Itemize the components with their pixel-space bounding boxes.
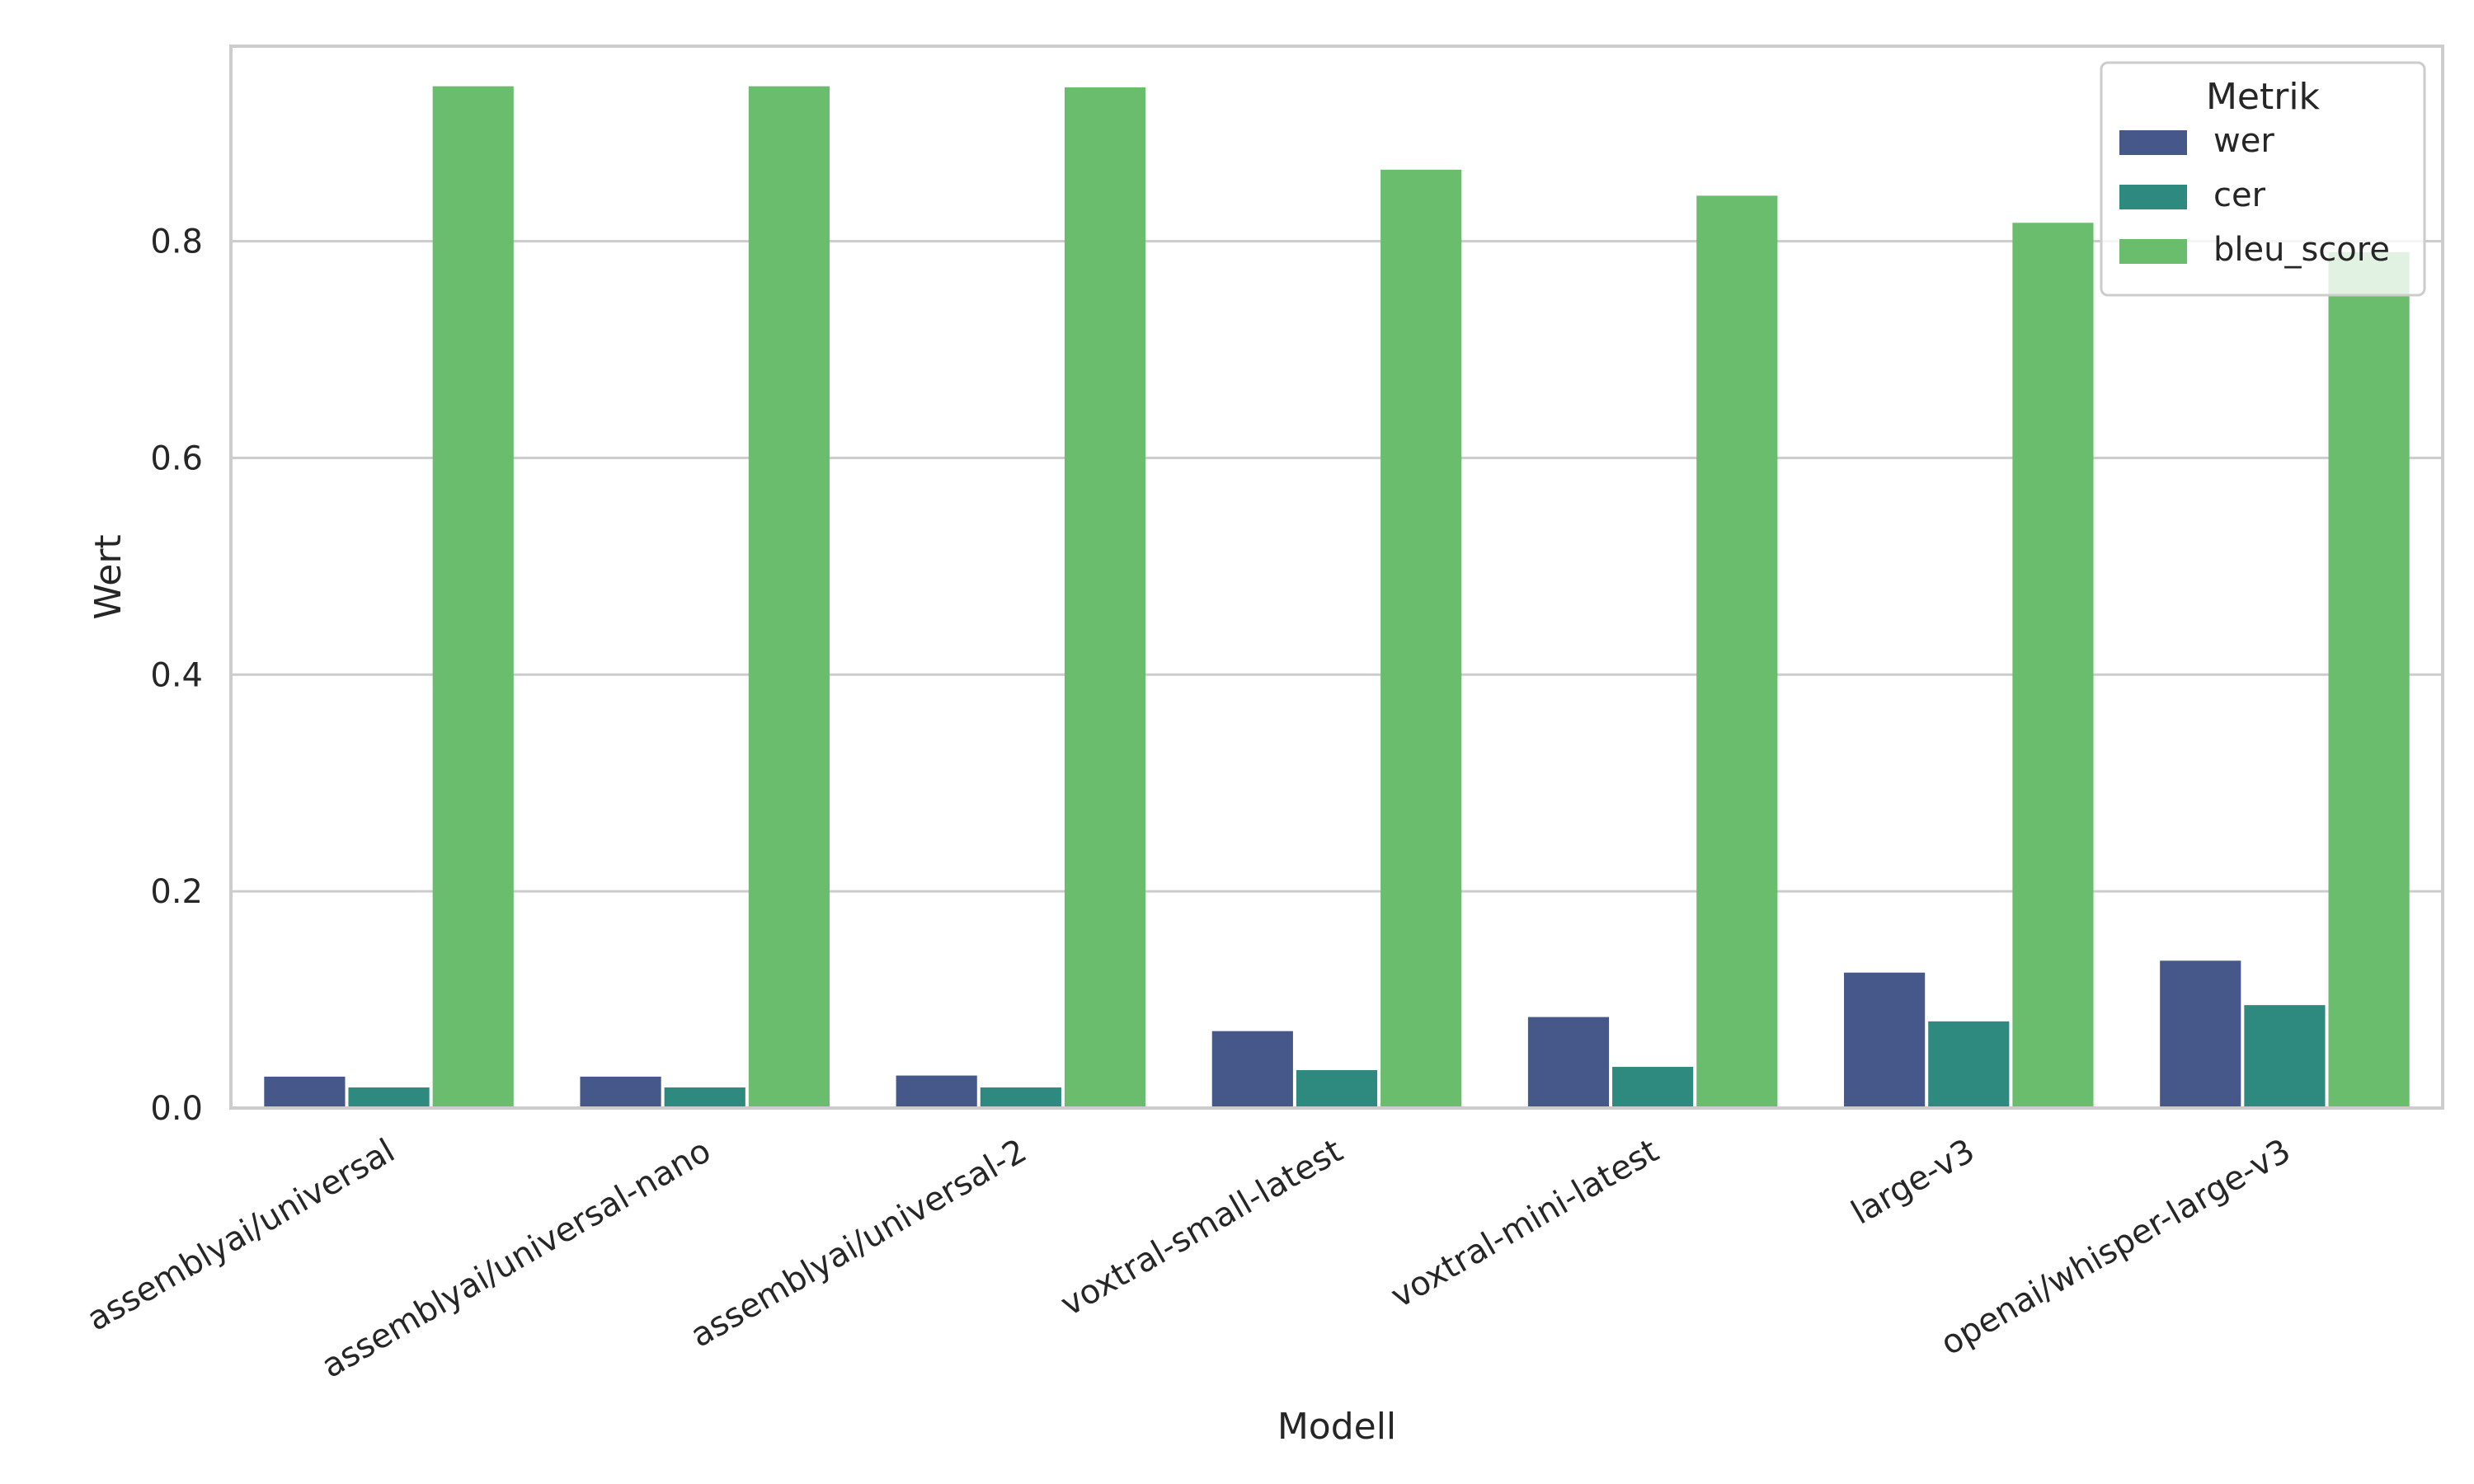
legend: Metrik wer cer bleu_score — [2100, 61, 2426, 297]
bar-wer — [1527, 1017, 1610, 1108]
bar-wer — [264, 1076, 346, 1108]
y-tick-label: 0.8 — [150, 223, 203, 261]
x-tick-label: voxtral-small-latest — [1055, 1132, 1349, 1324]
bar-wer — [1211, 1031, 1293, 1108]
x-tick-labels: assemblyai/universal assemblyai/universal… — [81, 1132, 2297, 1386]
y-axis-title: Wert — [87, 534, 129, 619]
bar-cer — [1296, 1070, 1378, 1108]
legend-swatch-cer — [2119, 185, 2187, 209]
legend-label-bleu_score: bleu_score — [2213, 231, 2390, 269]
bar-cer — [1612, 1067, 1694, 1108]
bar-bleu_score — [432, 86, 514, 1109]
bar-wer — [1844, 972, 1926, 1108]
y-tick-label: 0.4 — [150, 656, 203, 694]
bar-wer — [2160, 960, 2241, 1108]
legend-items: wer cer bleu_score — [2119, 122, 2390, 269]
x-axis-title: Modell — [1277, 1406, 1396, 1448]
y-tick-label: 0.6 — [150, 439, 203, 477]
bar-wer — [580, 1076, 661, 1108]
y-tick-label: 0.2 — [150, 873, 203, 911]
bar-cer — [2244, 1005, 2326, 1108]
x-tick-label: large-v3 — [1845, 1132, 1981, 1233]
x-tick-label: voxtral-mini-latest — [1385, 1132, 1665, 1316]
bar-bleu_score — [1696, 195, 1778, 1108]
legend-box — [2100, 61, 2426, 297]
legend-label-wer: wer — [2213, 122, 2274, 160]
bar-cer — [1928, 1021, 2010, 1108]
bar-bleu_score — [1064, 87, 1146, 1108]
grid-lines — [231, 240, 2443, 1110]
bar-cer — [348, 1087, 430, 1108]
bar-bleu_score — [2012, 223, 2094, 1109]
bar-bleu_score — [2328, 251, 2410, 1108]
legend-label-cer: cer — [2213, 176, 2266, 214]
x-tick-label: assemblyai/universal — [81, 1132, 402, 1339]
plot-frame — [229, 45, 2444, 1110]
bars — [264, 86, 2410, 1109]
y-tick-label: 0.0 — [150, 1090, 203, 1128]
bar-cer — [664, 1087, 745, 1108]
bar-cer — [980, 1087, 1061, 1108]
legend-title: Metrik — [2206, 76, 2321, 118]
x-tick-label: openai/whisper-large-v3 — [1935, 1132, 2298, 1363]
x-tick-label: assemblyai/universal-2 — [684, 1132, 1033, 1355]
legend-swatch-wer — [2119, 130, 2187, 155]
bar-wer — [896, 1075, 977, 1108]
legend-swatch-bleu_score — [2119, 239, 2187, 264]
y-tick-labels: 0.0 0.2 0.4 0.6 0.8 — [150, 223, 203, 1128]
bar-bleu_score — [748, 86, 830, 1109]
bar-bleu_score — [1380, 169, 1462, 1108]
